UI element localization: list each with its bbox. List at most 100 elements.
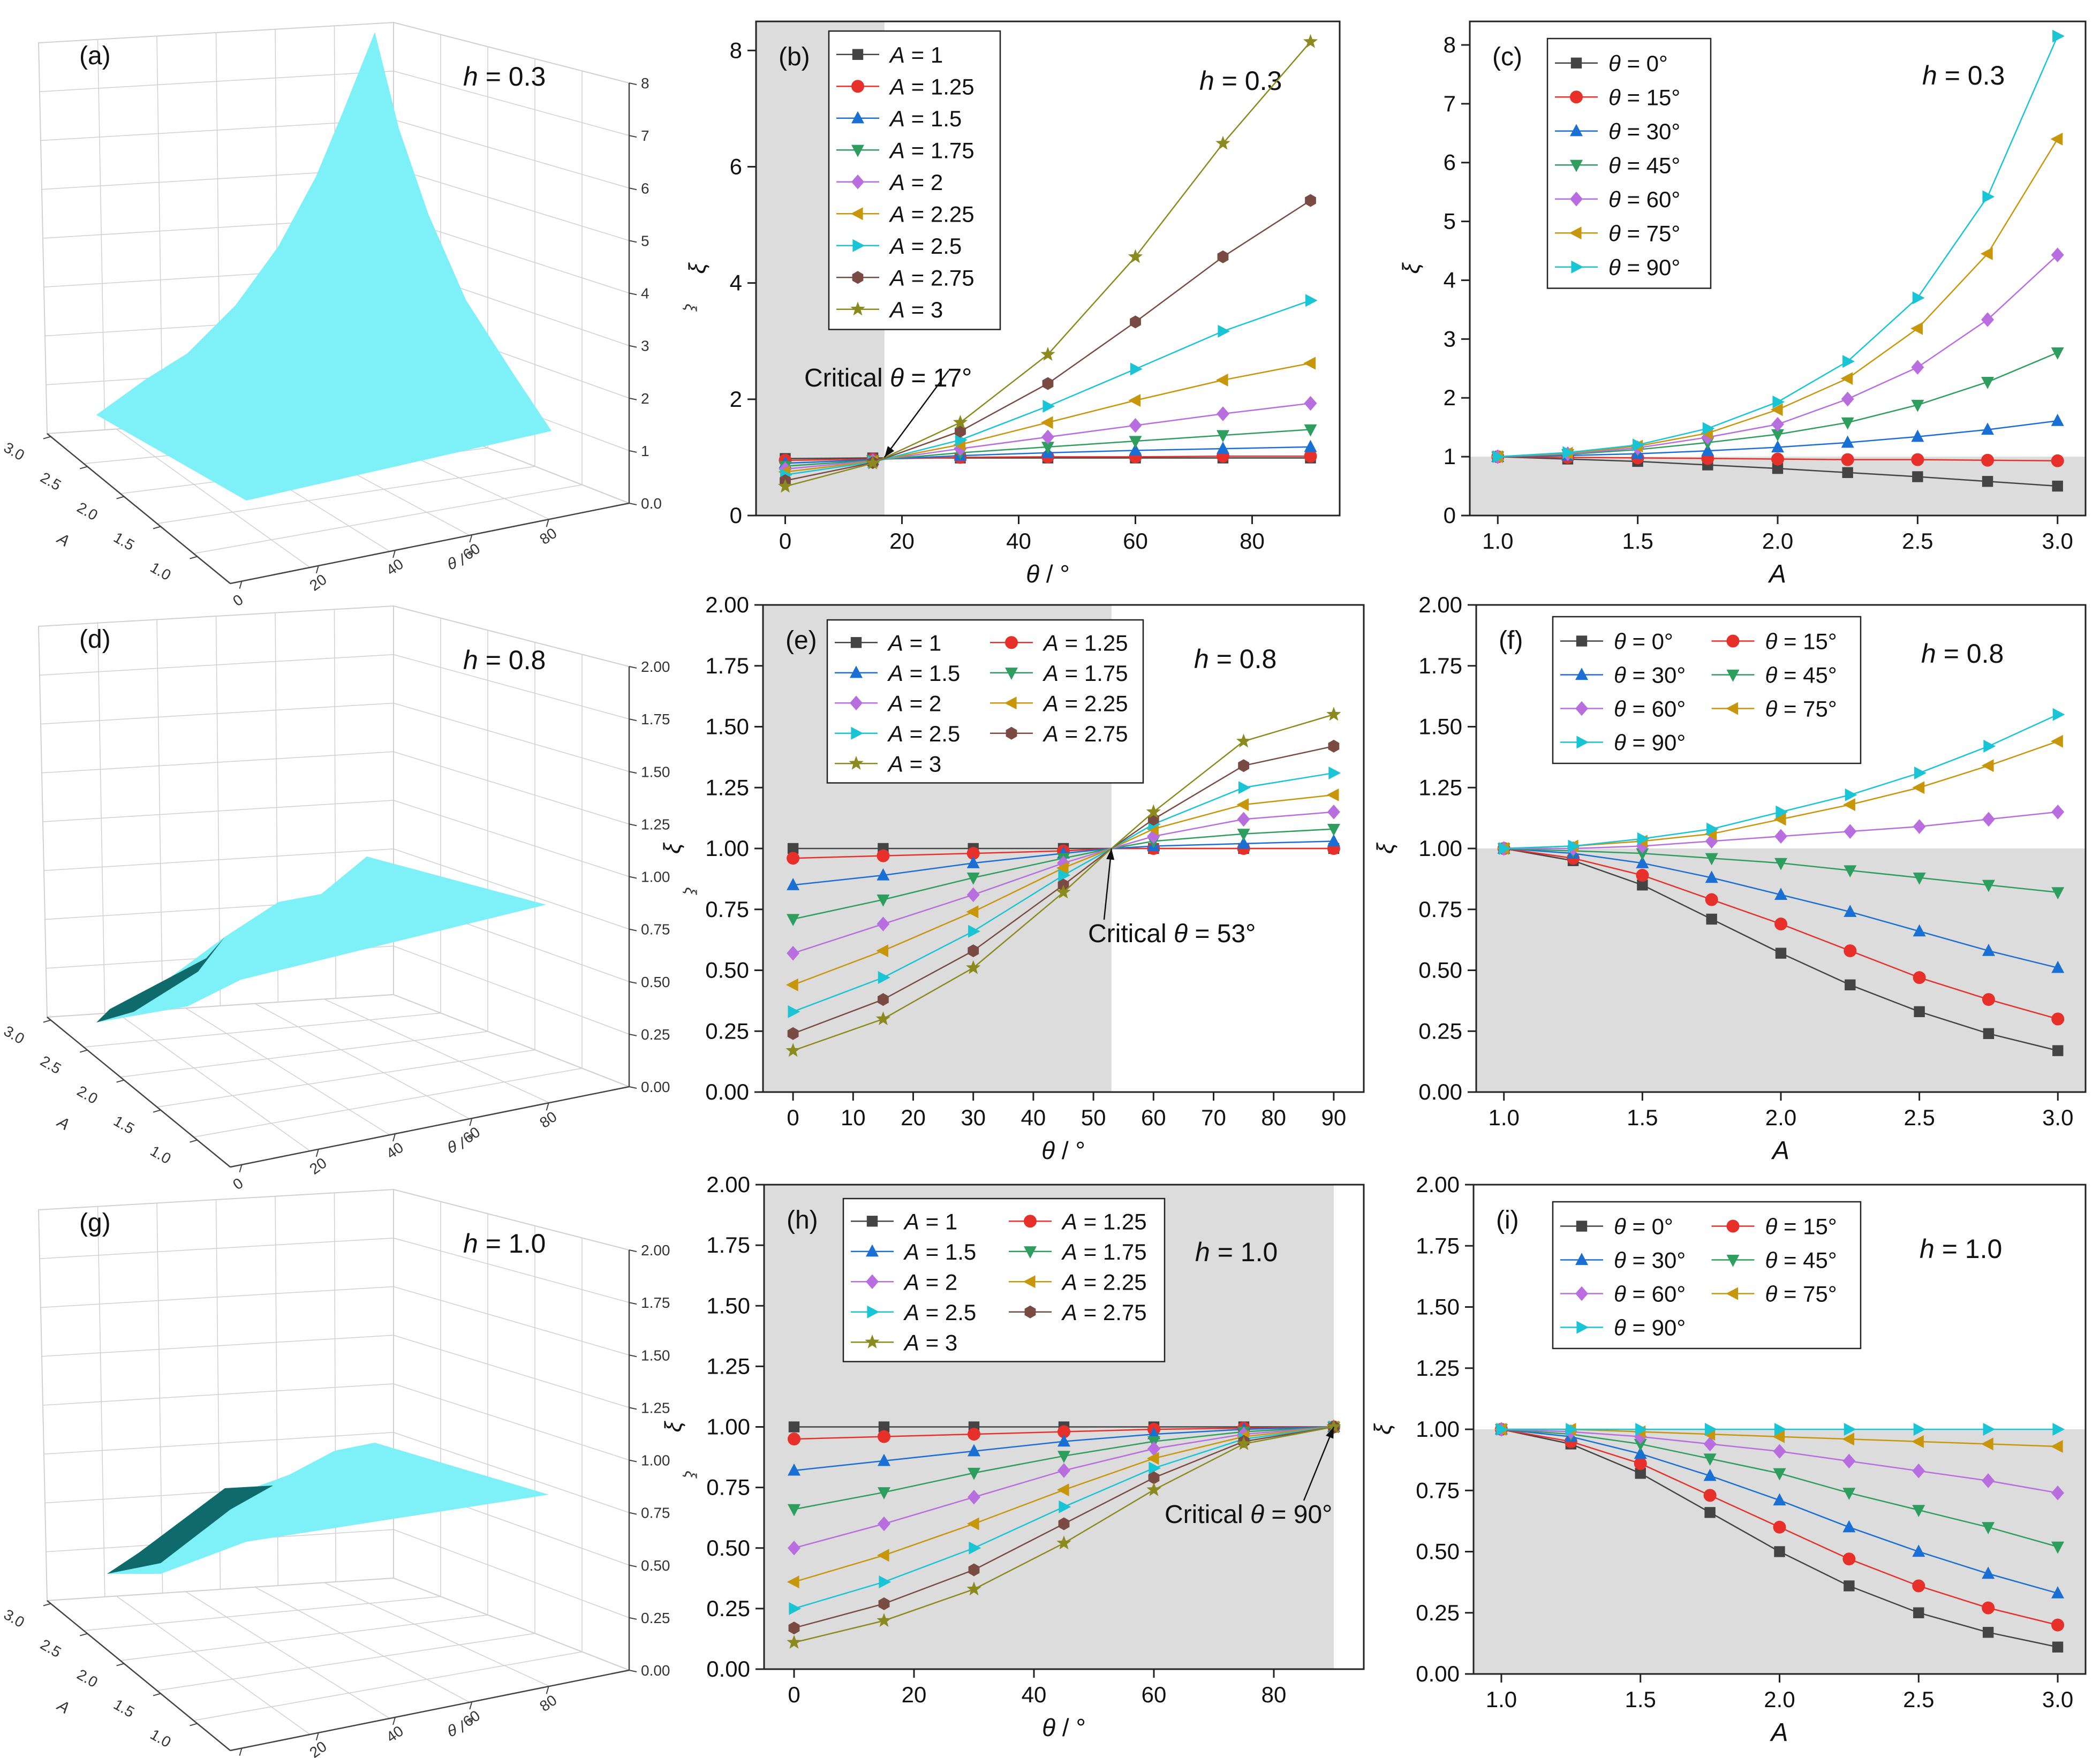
data-point [2051, 734, 2063, 748]
z-tick-label: 0.00 [641, 1662, 670, 1679]
x-tick-label: 10 [841, 1105, 866, 1130]
y-tick-label: 1.75 [706, 1232, 750, 1257]
theta-axis-line [230, 1669, 630, 1752]
x-axis-label: A [1767, 560, 1786, 588]
surface [107, 1443, 549, 1574]
legend-marker [1726, 634, 1740, 648]
surface [96, 857, 546, 1022]
y-tick-label: 1.00 [1416, 1416, 1460, 1442]
plot-frame [755, 20, 1341, 517]
z-tick [629, 1564, 637, 1567]
legend-marker [1726, 1219, 1740, 1233]
legend-marker [1005, 636, 1018, 649]
y-tick-label: 3.0 [1, 1022, 27, 1047]
panel-label: (a) [79, 42, 111, 70]
data-point [1914, 766, 1927, 779]
y-tick [43, 436, 51, 440]
x-tick-label: 0 [230, 591, 246, 609]
data-point [1844, 865, 1857, 878]
grid-line [393, 71, 630, 136]
data-point [1841, 417, 1854, 430]
x-tick-label: 1.0 [1482, 528, 1513, 554]
data-point [878, 971, 890, 984]
x-tick [469, 1701, 473, 1710]
legend-marker [850, 207, 863, 221]
data-point [966, 960, 981, 974]
legend-marker [850, 637, 862, 648]
data-point [1326, 707, 1341, 721]
z-tick [629, 1512, 637, 1515]
legend-label: A = 2.25 [1042, 691, 1128, 716]
data-point [2051, 1586, 2065, 1598]
legend-marker [866, 1244, 879, 1257]
data-point [1772, 1430, 1785, 1443]
data-point [2050, 132, 2063, 146]
data-point [968, 944, 979, 958]
critical-annotation: Critical θ = 17° [804, 364, 972, 392]
y-tick-label: 1.25 [706, 1353, 750, 1378]
z-tick [629, 771, 637, 774]
data-point [1774, 858, 1787, 870]
data-point [2050, 1439, 2063, 1453]
data-point [1492, 450, 1505, 464]
h-value-label: h = 1.0 [463, 1229, 546, 1259]
panel-label: (d) [79, 625, 111, 654]
data-point [1983, 739, 1996, 753]
x-axis-label: θ / ° [445, 547, 478, 573]
x-tick-label: 1.5 [1622, 528, 1653, 554]
legend-marker [1570, 124, 1583, 137]
y-tick-label: 1.5 [111, 529, 137, 554]
panel-label: (g) [79, 1209, 111, 1237]
data-point [1328, 739, 1340, 753]
y-axis-label: ξ [684, 262, 711, 274]
x-tick-label: 1.0 [1486, 1687, 1517, 1712]
grid-line [116, 1595, 311, 1735]
legend-label: A = 1 [887, 630, 941, 655]
data-point [1842, 467, 1853, 478]
critical-annotation: Critical θ = 90° [1165, 1501, 1332, 1529]
data-point [787, 1575, 799, 1589]
z-axis-label: ξ [682, 304, 699, 312]
y-tick-label: 1.5 [111, 1696, 137, 1721]
legend-label: A = 2.75 [888, 265, 975, 290]
legend-label: θ = 0° [1608, 51, 1668, 76]
z-tick-label: 1.75 [641, 1294, 670, 1311]
data-point [777, 479, 793, 493]
data-point [1041, 442, 1054, 454]
y-tick [116, 496, 124, 499]
y-tick-label: 2.5 [37, 1636, 64, 1661]
data-point [1633, 438, 1645, 452]
legend-marker [1726, 702, 1739, 715]
data-point [788, 1005, 800, 1018]
x-tick-label: 2.5 [1903, 1105, 1935, 1130]
data-point [2051, 887, 2065, 900]
x-tick-label: 80 [537, 1108, 560, 1131]
data-point [1982, 1473, 1995, 1488]
grid-line [324, 998, 550, 1103]
data-point [1913, 873, 1926, 885]
data-point [1238, 759, 1249, 772]
legend-marker [1006, 726, 1017, 740]
z-tick-label: 1.25 [641, 816, 670, 832]
z-tick [629, 1407, 637, 1410]
data-point [1058, 869, 1071, 882]
x-tick-label: 1.5 [1625, 1687, 1656, 1712]
z-tick [629, 450, 637, 453]
grid-line [324, 1582, 550, 1687]
data-point [968, 1489, 980, 1505]
z-tick [629, 876, 637, 879]
y-tick-label: 1.5 [111, 1112, 137, 1137]
grid-line [185, 1591, 390, 1719]
x-tick-label: 50 [1081, 1105, 1106, 1130]
legend-label: θ = 75° [1608, 221, 1680, 246]
y-tick-label: 0 [1444, 503, 1456, 528]
y-axis-label: ξ [659, 842, 685, 854]
x-tick-label: 20 [901, 1105, 926, 1130]
legend-marker [1570, 90, 1583, 104]
legend-marker [851, 726, 864, 740]
data-point [2051, 804, 2065, 820]
grid-line [393, 1335, 630, 1408]
x-tick-label: 3.0 [2042, 1105, 2073, 1130]
legend-marker [1005, 668, 1018, 680]
